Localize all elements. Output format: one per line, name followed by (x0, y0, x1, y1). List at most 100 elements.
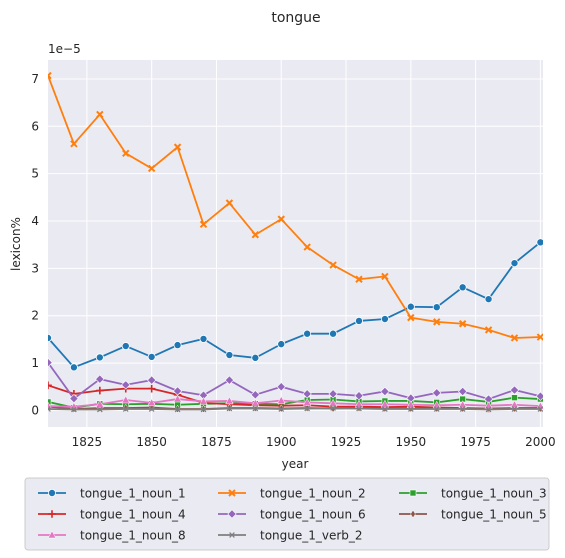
data-point-tongue-1-noun-2 (303, 243, 311, 251)
data-point-tongue-1-noun-1 (536, 238, 543, 247)
data-point-tongue-1-noun-1 (510, 259, 519, 268)
legend-swatch-marker (47, 530, 57, 539)
data-point-tongue-1-verb-2 (304, 405, 311, 412)
legend-swatch-marker (410, 509, 416, 519)
y-tick-label: 3 (31, 261, 39, 275)
data-point-tongue-1-noun-2 (70, 140, 78, 148)
data-point-tongue-1-noun-1 (303, 329, 312, 338)
series-line-tongue-1-noun-1 (48, 241, 541, 369)
data-point-tongue-1-verb-2 (122, 406, 129, 412)
data-point-tongue-1-verb-2 (252, 405, 259, 412)
legend: tongue_1_noun_1 tongue_1_noun_4 tongue_1_n… (38, 487, 547, 543)
data-point-tongue-1-noun-8 (302, 397, 312, 406)
data-point-tongue-1-noun-1 (121, 342, 130, 351)
y-tick-label: 0 (31, 403, 39, 417)
y-axis-label: lexicon% (9, 217, 23, 271)
legend-label: tongue_1_verb_2 (260, 529, 363, 543)
data-point-tongue-1-noun-1 (354, 316, 363, 325)
legend-label: tongue_1_noun_4 (80, 508, 186, 522)
data-point-tongue-1-noun-1 (147, 352, 156, 361)
data-point-tongue-1-noun-2 (122, 149, 130, 157)
data-point-tongue-1-verb-2 (537, 406, 543, 412)
legend-label: tongue_1_noun_5 (441, 508, 547, 522)
y-tick-label: 5 (31, 167, 39, 181)
data-point-tongue-1-verb-2 (71, 406, 77, 413)
plot-area (48, 60, 543, 427)
x-tick-label: 1925 (331, 435, 362, 449)
data-point-tongue-1-noun-6 (121, 380, 131, 390)
data-point-tongue-1-verb-2 (407, 406, 414, 412)
data-point-tongue-1-verb-2 (48, 406, 51, 412)
data-point-tongue-1-noun-8 (277, 395, 286, 404)
data-point-tongue-1-noun-8 (95, 399, 105, 408)
data-point-tongue-1-noun-1 (69, 363, 78, 372)
series-tongue-1-noun-2 (48, 71, 543, 342)
data-point-tongue-1-verb-2 (278, 406, 285, 412)
data-point-tongue-1-noun-1 (484, 295, 493, 304)
data-point-tongue-1-noun-8 (406, 400, 416, 408)
data-point-tongue-1-verb-2 (459, 406, 466, 412)
data-point-tongue-1-noun-4 (48, 381, 52, 390)
legend-swatch-marker (228, 489, 236, 497)
data-point-tongue-1-noun-2 (536, 333, 543, 341)
data-point-tongue-1-noun-6 (328, 389, 338, 399)
legend-item-tongue-1-verb-2: tongue_1_verb_2 (218, 529, 363, 543)
legend-item-tongue-1-noun-8: tongue_1_noun_8 (38, 529, 186, 543)
axis-ticks: 1825 1850 1875 1900 1925 1950 1975 2000 0 1 2 3 4 5 6 7 (31, 72, 555, 449)
data-point-tongue-1-noun-2 (381, 272, 389, 281)
data-point-tongue-1-verb-2 (226, 405, 233, 412)
y-tick-label: 4 (31, 214, 39, 228)
series-line-tongue-1-verb-2 (48, 407, 541, 411)
data-point-tongue-1-noun-8 (354, 399, 364, 408)
data-point-tongue-1-noun-1 (406, 302, 415, 311)
series-layer (48, 71, 543, 414)
data-point-tongue-1-noun-2 (96, 110, 104, 119)
data-point-tongue-1-noun-6 (535, 391, 543, 401)
x-tick-label: 2000 (525, 435, 556, 449)
legend-label: tongue_1_noun_6 (260, 508, 366, 522)
data-point-tongue-1-noun-1 (48, 333, 52, 342)
legend-item-tongue-1-noun-6: tongue_1_noun_6 (218, 508, 366, 522)
data-point-tongue-1-noun-8 (510, 400, 519, 408)
y-tick-label: 6 (31, 119, 39, 133)
x-tick-label: 1975 (460, 435, 491, 449)
y-tick-label: 2 (31, 309, 39, 323)
data-point-tongue-1-noun-1 (329, 329, 338, 338)
data-point-tongue-1-noun-6 (432, 388, 442, 398)
data-point-tongue-1-noun-8 (251, 398, 260, 407)
data-point-tongue-1-noun-2 (484, 326, 493, 334)
data-point-tongue-1-verb-2 (96, 406, 103, 413)
legend-label: tongue_1_noun_3 (441, 487, 547, 501)
data-point-tongue-1-noun-6 (224, 375, 235, 385)
series-line-tongue-1-noun-2 (48, 75, 541, 339)
data-point-tongue-1-verb-2 (148, 406, 155, 412)
legend-swatch-marker (48, 510, 56, 518)
legend-item-tongue-1-noun-5: tongue_1_noun_5 (399, 508, 547, 522)
legend-box (24, 477, 550, 551)
data-point-tongue-1-noun-8 (173, 394, 182, 403)
y-tick-label: 1 (31, 356, 39, 370)
legend-label: tongue_1_noun_8 (80, 529, 186, 543)
data-point-tongue-1-noun-2 (277, 215, 285, 223)
data-point-tongue-1-noun-3 (48, 398, 52, 406)
data-point-tongue-1-noun-4 (96, 386, 104, 395)
data-point-tongue-1-noun-8 (199, 396, 208, 405)
data-point-tongue-1-noun-1 (432, 303, 441, 312)
data-point-tongue-1-noun-2 (199, 220, 208, 229)
data-point-tongue-1-noun-6 (147, 375, 157, 385)
y-tick-label: 7 (31, 72, 39, 86)
x-tick-label: 1950 (396, 435, 427, 449)
data-point-tongue-1-noun-6 (458, 386, 468, 397)
data-point-tongue-1-noun-1 (199, 334, 208, 343)
legend-swatch-marker (227, 509, 237, 519)
data-point-tongue-1-noun-2 (355, 275, 363, 283)
series-line-tongue-1-noun-8 (48, 398, 541, 408)
data-point-tongue-1-noun-6 (48, 357, 53, 368)
legend-swatch-marker (48, 488, 57, 497)
data-point-tongue-1-verb-2 (200, 406, 207, 413)
series-tongue-1-verb-2 (48, 405, 543, 413)
data-point-tongue-1-noun-2 (225, 199, 234, 207)
data-point-tongue-1-noun-6 (95, 374, 105, 384)
legend-item-tongue-1-noun-2: tongue_1_noun_2 (218, 487, 366, 501)
